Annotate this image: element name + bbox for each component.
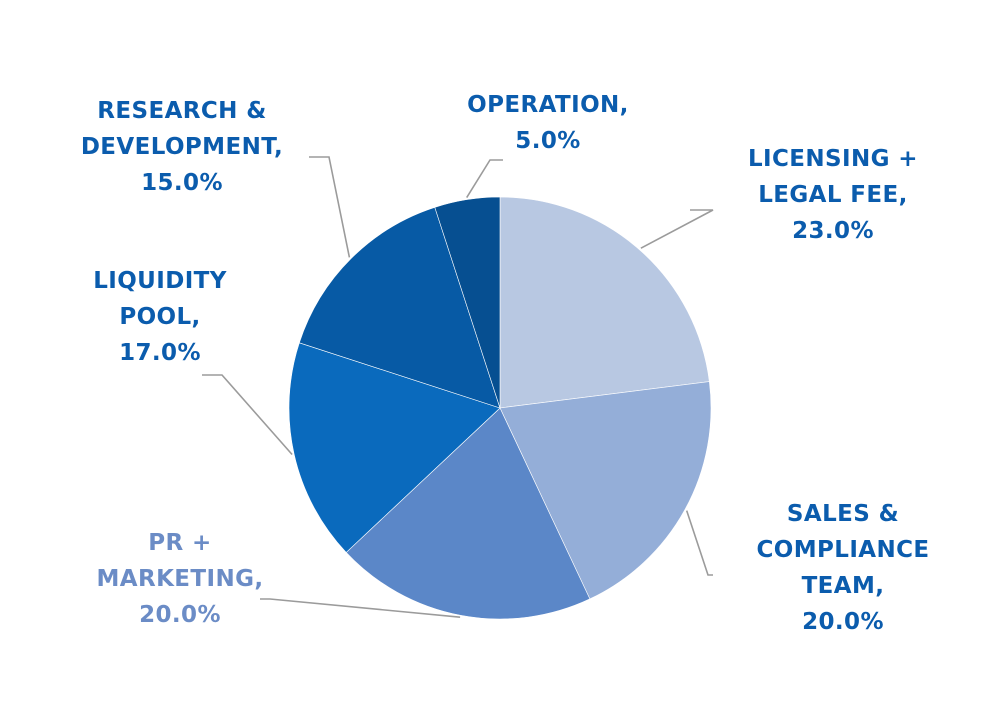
label-line-operation-1: 5.0% xyxy=(515,128,580,154)
label-line-licensing-plus-legal-fee-0: LICENSING + xyxy=(748,146,918,172)
slice-licensing-plus-legal-fee xyxy=(499,196,710,409)
label-line-sales-and-compliance-team-0: SALES & xyxy=(787,501,899,527)
label-sales-and-compliance-team: SALES & COMPLIANCE TEAM, 20.0% xyxy=(756,501,929,635)
slice-operation xyxy=(434,196,501,409)
label-line-liquidity-pool-1: POOL, xyxy=(119,304,200,330)
label-pr-plus-marketing: PR + MARKETING, 20.0% xyxy=(96,530,263,628)
label-line-sales-and-compliance-team-2: TEAM, xyxy=(802,573,885,599)
leader-line-liquidity-pool xyxy=(202,374,293,456)
slice-research-and-development xyxy=(298,206,501,409)
label-line-research-and-development-0: RESEARCH & xyxy=(97,98,266,124)
label-line-research-and-development-1: DEVELOPMENT, xyxy=(81,134,283,160)
leader-line-pr-plus-marketing xyxy=(260,598,461,618)
leader-line-licensing-plus-legal-fee xyxy=(640,209,714,249)
leader-lines xyxy=(202,156,714,618)
label-line-operation-0: OPERATION, xyxy=(467,92,629,118)
leader-line-operation xyxy=(466,159,503,199)
label-line-research-and-development-2: 15.0% xyxy=(141,170,223,196)
label-line-pr-plus-marketing-1: MARKETING, xyxy=(96,566,263,592)
slice-labels: LICENSING + LEGAL FEE, 23.0% SALES & COMPLIA… xyxy=(81,92,929,635)
pie-slices xyxy=(288,196,712,620)
label-research-and-development: RESEARCH & DEVELOPMENT, 15.0% xyxy=(81,98,283,196)
label-line-sales-and-compliance-team-1: COMPLIANCE xyxy=(756,537,929,563)
label-line-liquidity-pool-2: 17.0% xyxy=(119,340,201,366)
slice-liquidity-pool xyxy=(288,342,501,553)
label-line-pr-plus-marketing-2: 20.0% xyxy=(139,602,221,628)
leader-line-research-and-development xyxy=(309,156,351,258)
slice-sales-and-compliance-team xyxy=(499,381,712,600)
slice-pr-plus-marketing xyxy=(345,407,591,620)
leader-line-sales-and-compliance-team xyxy=(685,510,713,576)
label-liquidity-pool: LIQUIDITY POOL, 17.0% xyxy=(93,268,227,366)
label-line-sales-and-compliance-team-3: 20.0% xyxy=(802,609,884,635)
label-line-liquidity-pool-0: LIQUIDITY xyxy=(93,268,227,294)
label-line-licensing-plus-legal-fee-2: 23.0% xyxy=(792,218,874,244)
label-line-licensing-plus-legal-fee-1: LEGAL FEE, xyxy=(758,182,908,208)
label-operation: OPERATION, 5.0% xyxy=(467,92,629,154)
label-licensing-plus-legal-fee: LICENSING + LEGAL FEE, 23.0% xyxy=(748,146,918,244)
label-line-pr-plus-marketing-0: PR + xyxy=(148,530,211,556)
